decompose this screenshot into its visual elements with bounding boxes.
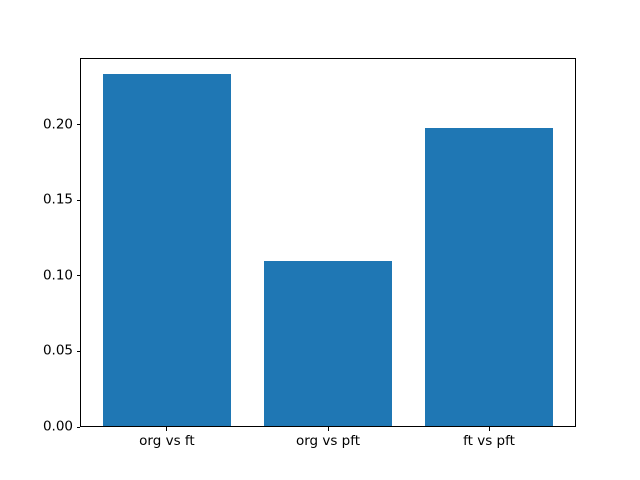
x-tick-mark <box>488 427 490 431</box>
x-tick-label-org-vs-pft: org vs pft <box>295 433 361 449</box>
y-tick-label-0.05: 0.05 <box>42 342 73 359</box>
bar-ft-vs-pft <box>424 128 554 426</box>
y-tick-mark <box>76 275 80 277</box>
x-tick-mark <box>166 427 168 431</box>
y-tick-label-0.20: 0.20 <box>42 115 73 132</box>
bar-org-vs-pft <box>263 261 393 426</box>
y-tick-mark <box>76 426 80 428</box>
x-tick-label-org-vs-ft: org vs ft <box>139 433 195 449</box>
y-tick-label-0.10: 0.10 <box>42 267 73 283</box>
y-tick-mark <box>76 124 80 125</box>
y-tick-label-0.15: 0.15 <box>42 191 73 208</box>
x-tick-mark <box>327 427 329 431</box>
bar-org-vs-ft <box>102 73 232 426</box>
y-tick-mark <box>76 350 80 352</box>
x-tick-label-ft-vs-pft: ft vs pft <box>463 433 515 449</box>
y-tick-label-0.00: 0.00 <box>42 418 73 435</box>
plot-area <box>80 57 576 427</box>
y-tick-mark <box>76 199 80 201</box>
